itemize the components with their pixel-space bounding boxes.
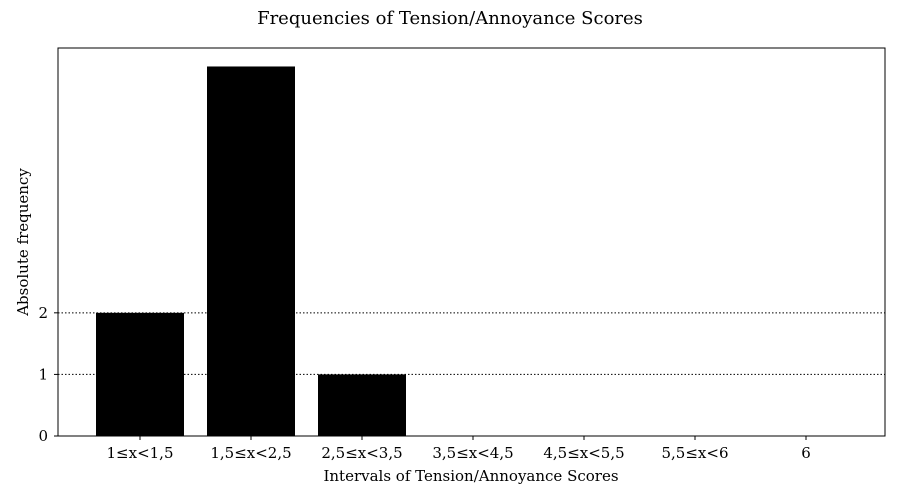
y-axis-label: Absolute frequency [14,168,32,317]
bar [96,312,184,436]
x-tick-label: 3,5≤x<4,5 [432,444,513,462]
plot-frame [57,47,886,437]
plot-area: 1≤x<1,5 1,5≤x<2,5 2,5≤x<3,5 3,5≤x<4,5 4,5≤x<… [38,47,886,462]
x-axis-label: Intervals of Tension/Annoyance Scores [323,467,618,485]
x-tick-label: 5,5≤x<6 [662,444,729,462]
bar [318,374,406,436]
bar [207,66,295,436]
x-tick-label: 2,5≤x<3,5 [321,444,402,462]
x-tick-label: 4,5≤x<5,5 [543,444,624,462]
x-tick-label: 1≤x<1,5 [107,444,174,462]
x-tick-label: 6 [801,444,811,462]
chart-title: Frequencies of Tension/Annoyance Scores [257,8,643,29]
y-tick-label: 1 [38,365,48,383]
y-tick-label: 0 [38,427,48,445]
x-tick-label: 1,5≤x<2,5 [210,444,291,462]
y-tick-label: 2 [38,304,48,322]
